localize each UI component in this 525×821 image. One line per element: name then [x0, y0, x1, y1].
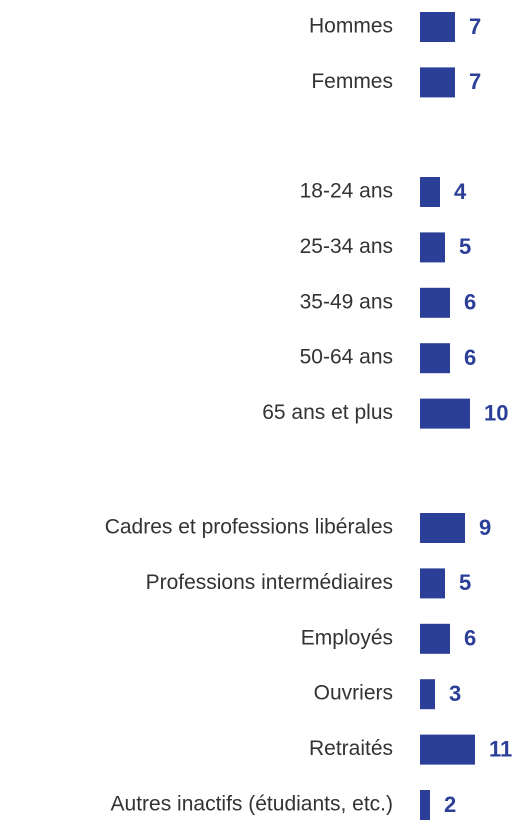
value-label: 4 [454, 179, 467, 204]
value-label: 5 [459, 570, 471, 595]
bar [420, 343, 450, 374]
category-label: 18-24 ans [300, 180, 393, 203]
category-label: Ouvriers [314, 682, 393, 705]
value-label: 7 [469, 14, 481, 39]
bar [420, 679, 435, 710]
category-label: 35-49 ans [300, 290, 393, 313]
bar [420, 790, 430, 820]
value-label: 6 [464, 626, 476, 651]
category-label: Autres inactifs (étudiants, etc.) [111, 793, 393, 816]
category-label: 25-34 ans [300, 235, 393, 258]
bar [420, 623, 450, 654]
value-label: 9 [479, 515, 491, 540]
value-label: 6 [464, 290, 476, 315]
category-label: 50-64 ans [300, 346, 393, 369]
bar [420, 12, 455, 42]
value-label: 6 [464, 345, 476, 370]
value-label: 7 [469, 69, 481, 94]
category-label: 65 ans et plus [262, 401, 393, 424]
value-label: 5 [459, 234, 471, 259]
category-label: Femmes [311, 70, 393, 93]
bar [420, 568, 445, 599]
category-label: Employés [301, 626, 393, 649]
category-label: Hommes [309, 15, 393, 38]
bar [420, 67, 455, 98]
bar [420, 177, 440, 207]
value-label: 11 [489, 736, 512, 761]
category-label: Cadres et professions libérales [105, 516, 393, 539]
value-label: 3 [449, 681, 461, 706]
bar [420, 734, 475, 765]
bar [420, 513, 465, 543]
value-label: 10 [484, 400, 508, 425]
category-label: Retraités [309, 737, 393, 760]
bar [420, 232, 445, 263]
category-label: Professions intermédiaires [146, 571, 393, 594]
value-label: 2 [444, 792, 456, 817]
bar [420, 287, 450, 318]
bar [420, 398, 470, 429]
